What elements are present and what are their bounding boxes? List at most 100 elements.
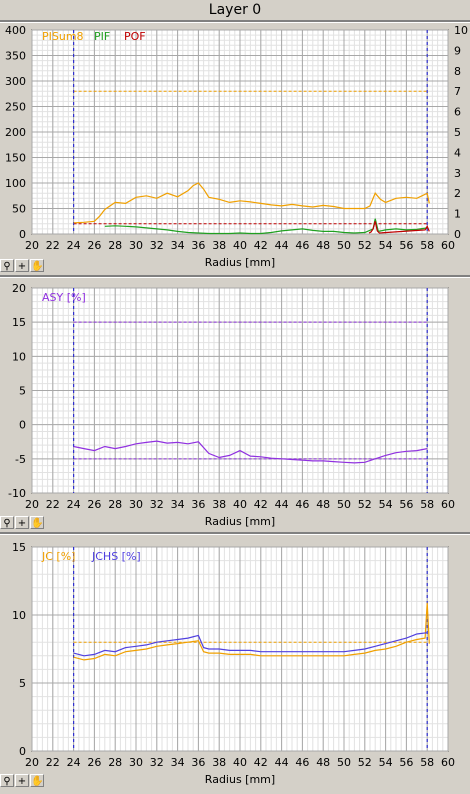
x-tick-label: 56 bbox=[399, 756, 413, 769]
y-tick-label: 5 bbox=[19, 385, 26, 398]
x-tick-label: 58 bbox=[420, 498, 434, 511]
x-tick-label: 42 bbox=[254, 498, 268, 511]
x-tick-label: 22 bbox=[46, 756, 60, 769]
y-tick-label: 10 bbox=[12, 609, 26, 622]
y-tick-label: 20 bbox=[12, 282, 26, 295]
legend-entry: PISum8 bbox=[42, 30, 84, 43]
hand-pan-icon[interactable]: ✋ bbox=[30, 516, 44, 529]
zoom-icon[interactable]: ⚲ bbox=[0, 259, 14, 272]
series-line-pif bbox=[104, 218, 428, 235]
y-tick-label: 150 bbox=[5, 152, 26, 165]
panel-separator-2 bbox=[0, 532, 470, 535]
chart-panel-1: PISum8 PIF POF 0 50 100 150 200 250 300 350 400 0 1 2 3… bbox=[0, 22, 470, 274]
chart-toolbar-1: ⚲ + ✋ bbox=[0, 259, 44, 272]
x-tick-label: 24 bbox=[67, 756, 81, 769]
x-tick-label: 40 bbox=[233, 498, 247, 511]
x-tick-label: 50 bbox=[337, 756, 351, 769]
y2-tick-label: 7 bbox=[454, 85, 461, 98]
x-tick-label: 36 bbox=[191, 239, 205, 252]
pi-chart[interactable]: PISum8 PIF POF0501001502002503003504000123… bbox=[0, 22, 470, 274]
x-tick-label: 30 bbox=[129, 498, 143, 511]
y-tick-label: 50 bbox=[12, 203, 26, 216]
y-tick-label: 5 bbox=[19, 677, 26, 690]
y2-tick-label: 1 bbox=[454, 208, 461, 221]
asy-chart[interactable]: ASY [%] -10 -5 0 5 10 15 20 20 22 24 26 28 30 32 34 36 38… bbox=[0, 279, 470, 531]
x-tick-label: 26 bbox=[87, 498, 101, 511]
crosshair-icon[interactable]: + bbox=[15, 516, 29, 529]
x-tick-label: 52 bbox=[358, 756, 372, 769]
x-tick-label: 28 bbox=[108, 498, 122, 511]
x-tick-label: 50 bbox=[337, 239, 351, 252]
x-tick-label: 28 bbox=[108, 239, 122, 252]
x-tick-label: 56 bbox=[399, 239, 413, 252]
x-tick-label: 54 bbox=[379, 498, 393, 511]
y2-tick-label: 3 bbox=[454, 167, 461, 180]
x-tick-label: 40 bbox=[233, 239, 247, 252]
y-tick-label: -10 bbox=[8, 487, 26, 500]
y-tick-label: 0 bbox=[19, 419, 26, 432]
x-tick-label: 60 bbox=[441, 239, 455, 252]
x-tick-label: 24 bbox=[67, 498, 81, 511]
hand-pan-icon[interactable]: ✋ bbox=[30, 259, 44, 272]
x-tick-label: 44 bbox=[275, 239, 289, 252]
chart-toolbar-3: ⚲ + ✋ bbox=[0, 774, 44, 787]
chart-panel-2: ASY [%] -10 -5 0 5 10 15 20 20 22 24 26 28 30 32 34 36 38… bbox=[0, 279, 470, 531]
y-tick-label: 0 bbox=[19, 745, 26, 758]
x-tick-label: 36 bbox=[191, 756, 205, 769]
legend-entry: JCHS [%] bbox=[91, 550, 141, 563]
y2-tick-label: 9 bbox=[454, 44, 461, 57]
x-tick-label: 22 bbox=[46, 239, 60, 252]
x-tick-label: 20 bbox=[25, 756, 39, 769]
x-axis-label: Radius [mm] bbox=[205, 515, 275, 528]
y-tick-label: 15 bbox=[12, 541, 26, 554]
x-tick-label: 30 bbox=[129, 239, 143, 252]
y-tick-label: 0 bbox=[19, 228, 26, 241]
x-tick-label: 60 bbox=[441, 756, 455, 769]
x-tick-label: 34 bbox=[171, 498, 185, 511]
x-tick-label: 44 bbox=[275, 756, 289, 769]
zoom-icon[interactable]: ⚲ bbox=[0, 516, 14, 529]
series-line-asy- bbox=[73, 440, 428, 464]
series-line-pisum8 bbox=[73, 182, 430, 224]
legend-entry: POF bbox=[124, 30, 146, 43]
x-tick-label: 40 bbox=[233, 756, 247, 769]
y2-tick-label: 0 bbox=[454, 228, 461, 241]
x-tick-label: 46 bbox=[295, 756, 309, 769]
x-tick-label: 38 bbox=[212, 239, 226, 252]
y-tick-label: 250 bbox=[5, 101, 26, 114]
y2-tick-label: 4 bbox=[454, 146, 461, 159]
x-tick-label: 52 bbox=[358, 239, 372, 252]
crosshair-icon[interactable]: + bbox=[15, 774, 29, 787]
x-tick-label: 22 bbox=[46, 498, 60, 511]
x-tick-label: 46 bbox=[295, 239, 309, 252]
x-tick-label: 26 bbox=[87, 239, 101, 252]
crosshair-icon[interactable]: + bbox=[15, 259, 29, 272]
x-tick-label: 30 bbox=[129, 756, 143, 769]
y-tick-label: 350 bbox=[5, 50, 26, 63]
chart-panel-3: JC [%] JCHS [%] 0 5 10 15 20 22 24 26 28 30 32 34 36 38… bbox=[0, 536, 470, 790]
x-axis-label: Radius [mm] bbox=[205, 773, 275, 786]
x-tick-label: 32 bbox=[150, 498, 164, 511]
x-tick-label: 38 bbox=[212, 756, 226, 769]
hand-pan-icon[interactable]: ✋ bbox=[30, 774, 44, 787]
y2-tick-label: 6 bbox=[454, 106, 461, 119]
panel-separator-1 bbox=[0, 275, 470, 278]
y2-tick-label: 5 bbox=[454, 126, 461, 139]
series-line-jchs- bbox=[73, 632, 428, 657]
y-tick-label: 400 bbox=[5, 24, 26, 37]
x-axis-label: Radius [mm] bbox=[205, 256, 275, 269]
x-tick-label: 34 bbox=[171, 239, 185, 252]
y-tick-label: 10 bbox=[12, 350, 26, 363]
x-tick-label: 56 bbox=[399, 498, 413, 511]
x-tick-label: 54 bbox=[379, 239, 393, 252]
series-line-jc- bbox=[73, 602, 430, 661]
x-tick-label: 34 bbox=[171, 756, 185, 769]
x-tick-label: 48 bbox=[316, 498, 330, 511]
legend-entry: JC [%] bbox=[41, 550, 75, 563]
y2-tick-label: 2 bbox=[454, 187, 461, 200]
x-tick-label: 58 bbox=[420, 239, 434, 252]
x-tick-label: 38 bbox=[212, 498, 226, 511]
jc-chart[interactable]: JC [%] JCHS [%] 0 5 10 15 20 22 24 26 28 30 32 34 36 38… bbox=[0, 536, 470, 790]
x-tick-label: 42 bbox=[254, 756, 268, 769]
zoom-icon[interactable]: ⚲ bbox=[0, 774, 14, 787]
